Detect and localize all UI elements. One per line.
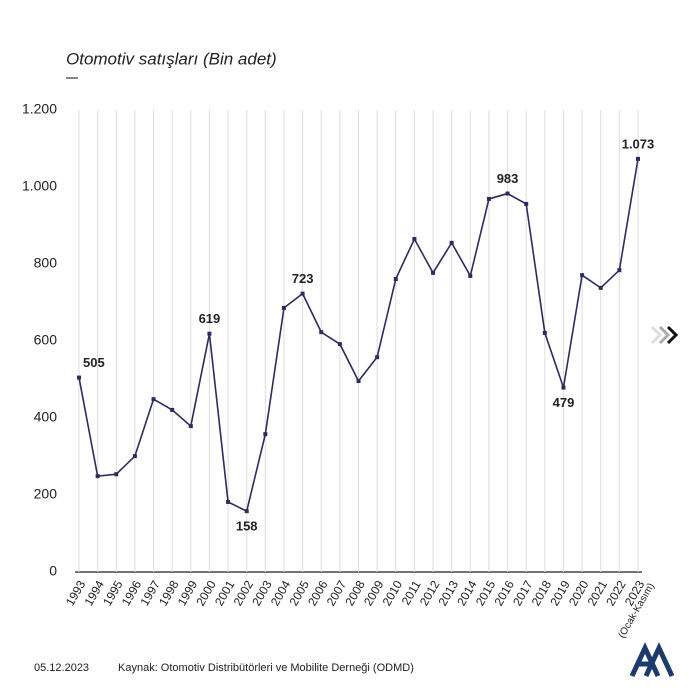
marker: [412, 236, 417, 241]
data-label: 983: [497, 171, 519, 186]
arrow[interactable]: [666, 325, 679, 345]
marker: [132, 454, 137, 459]
marker: [505, 191, 510, 196]
marker: [188, 424, 193, 429]
marker: [170, 407, 175, 412]
arrow[interactable]: [650, 325, 663, 345]
data-label: 158: [236, 519, 258, 534]
next-arrows[interactable]: [650, 325, 679, 345]
marker: [524, 201, 529, 206]
plot: 505 619 158 723 983 479 1.073: [77, 136, 655, 534]
marker: [449, 240, 454, 245]
data-label: 479: [553, 395, 575, 410]
y-tick-label: 1.000: [22, 178, 57, 194]
marker: [95, 474, 100, 479]
marker: [468, 273, 473, 278]
marker: [300, 291, 305, 296]
logo: [629, 642, 675, 678]
y-tick-label: 200: [34, 486, 58, 502]
logo-a: [643, 642, 675, 678]
marker: [356, 379, 361, 384]
marker: [337, 342, 342, 347]
marker: [375, 355, 380, 360]
marker: [617, 268, 622, 273]
marker: [77, 375, 81, 380]
y-tick-label: 600: [34, 332, 58, 348]
y-tick-label: 1.200: [22, 101, 57, 117]
arrow[interactable]: [658, 325, 671, 345]
date: 05.12.2023: [34, 662, 89, 674]
marker: [226, 499, 231, 504]
marker: [114, 472, 119, 477]
marker: [281, 305, 286, 310]
chart-title: Otomotiv satışları (Bin adet): [66, 49, 277, 68]
marker: [151, 397, 156, 402]
source: Kaynak: Otomotiv Distribütörleri ve Mobi…: [118, 662, 414, 674]
data-label: 1.073: [622, 136, 655, 151]
y-tick-label: 0: [49, 563, 57, 579]
y-tick-label: 400: [34, 409, 58, 425]
data-label: 723: [292, 271, 314, 286]
marker: [319, 330, 324, 335]
marker: [598, 285, 603, 290]
marker: [393, 277, 398, 282]
marker: [486, 196, 491, 201]
y-tick-label: 800: [34, 255, 58, 271]
marker: [542, 330, 547, 335]
marker: [244, 509, 249, 514]
marker: [636, 156, 640, 161]
marker: [207, 331, 212, 336]
marker: [431, 270, 436, 275]
marker: [580, 273, 585, 278]
data-label: 619: [199, 311, 221, 326]
marker: [561, 385, 566, 390]
data-label: 505: [83, 355, 105, 370]
marker: [263, 432, 268, 437]
